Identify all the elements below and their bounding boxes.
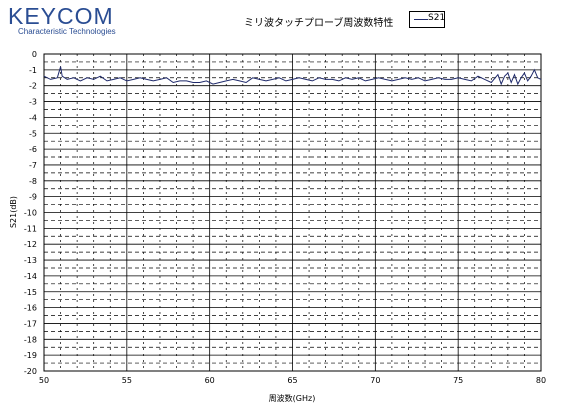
series-layer	[43, 66, 542, 86]
x-tick-label: 50	[39, 376, 49, 385]
x-tick-label: 65	[287, 376, 297, 385]
x-tick-label: 55	[122, 376, 132, 385]
y-tick-label: -16	[24, 304, 37, 313]
y-tick-label: -6	[29, 145, 37, 154]
y-tick-label: -4	[29, 113, 37, 122]
y-tick-label: -14	[24, 272, 37, 281]
x-tick-label: 75	[453, 376, 463, 385]
y-tick-label: -8	[29, 177, 37, 186]
x-tick-label: 80	[536, 376, 546, 385]
legend-swatch-s21	[414, 19, 428, 20]
y-tick-label: -10	[24, 209, 37, 218]
y-tick-label: 0	[32, 50, 37, 59]
y-tick-label: -19	[24, 351, 37, 360]
series-line-s21	[43, 66, 542, 86]
y-tick-label: -2	[29, 82, 37, 91]
y-tick-label: -9	[29, 193, 37, 202]
legend-label-s21: S21	[428, 13, 446, 23]
chart-legend: S21	[409, 11, 445, 28]
y-tick-label: -18	[24, 335, 37, 344]
y-tick-label: -17	[24, 319, 37, 328]
y-axis-label: S21(dB)	[9, 196, 18, 228]
y-tick-label: -5	[29, 129, 37, 138]
plot-frame	[43, 53, 542, 372]
y-tick-label: -7	[29, 161, 37, 170]
grid-layer	[44, 53, 541, 372]
x-axis-label: 周波数(GHz)	[269, 393, 316, 403]
chart-title: ミリ波タッチプローブ周波数特性	[244, 18, 394, 29]
y-tick-label: -12	[24, 240, 37, 249]
tick-labels: 50 55 60 65 70 75 80 0 -1 -2 -3 -4 -5 -6 -7 -8 -9 -10 -11 -…	[24, 50, 546, 385]
y-tick-label: -11	[24, 224, 37, 233]
x-tick-label: 60	[205, 376, 215, 385]
logo-wordmark: KEYCOM	[8, 3, 114, 29]
y-tick-label: -1	[29, 66, 37, 75]
y-tick-label: -15	[24, 288, 37, 297]
y-tick-label: -20	[24, 367, 37, 376]
y-tick-label: -13	[24, 256, 37, 265]
y-tick-label: -3	[29, 98, 37, 107]
keycom-logo: KEYCOM Characteristic Technologies	[8, 3, 148, 39]
x-tick-label: 70	[370, 376, 380, 385]
logo-tagline: Characteristic Technologies	[18, 27, 116, 36]
